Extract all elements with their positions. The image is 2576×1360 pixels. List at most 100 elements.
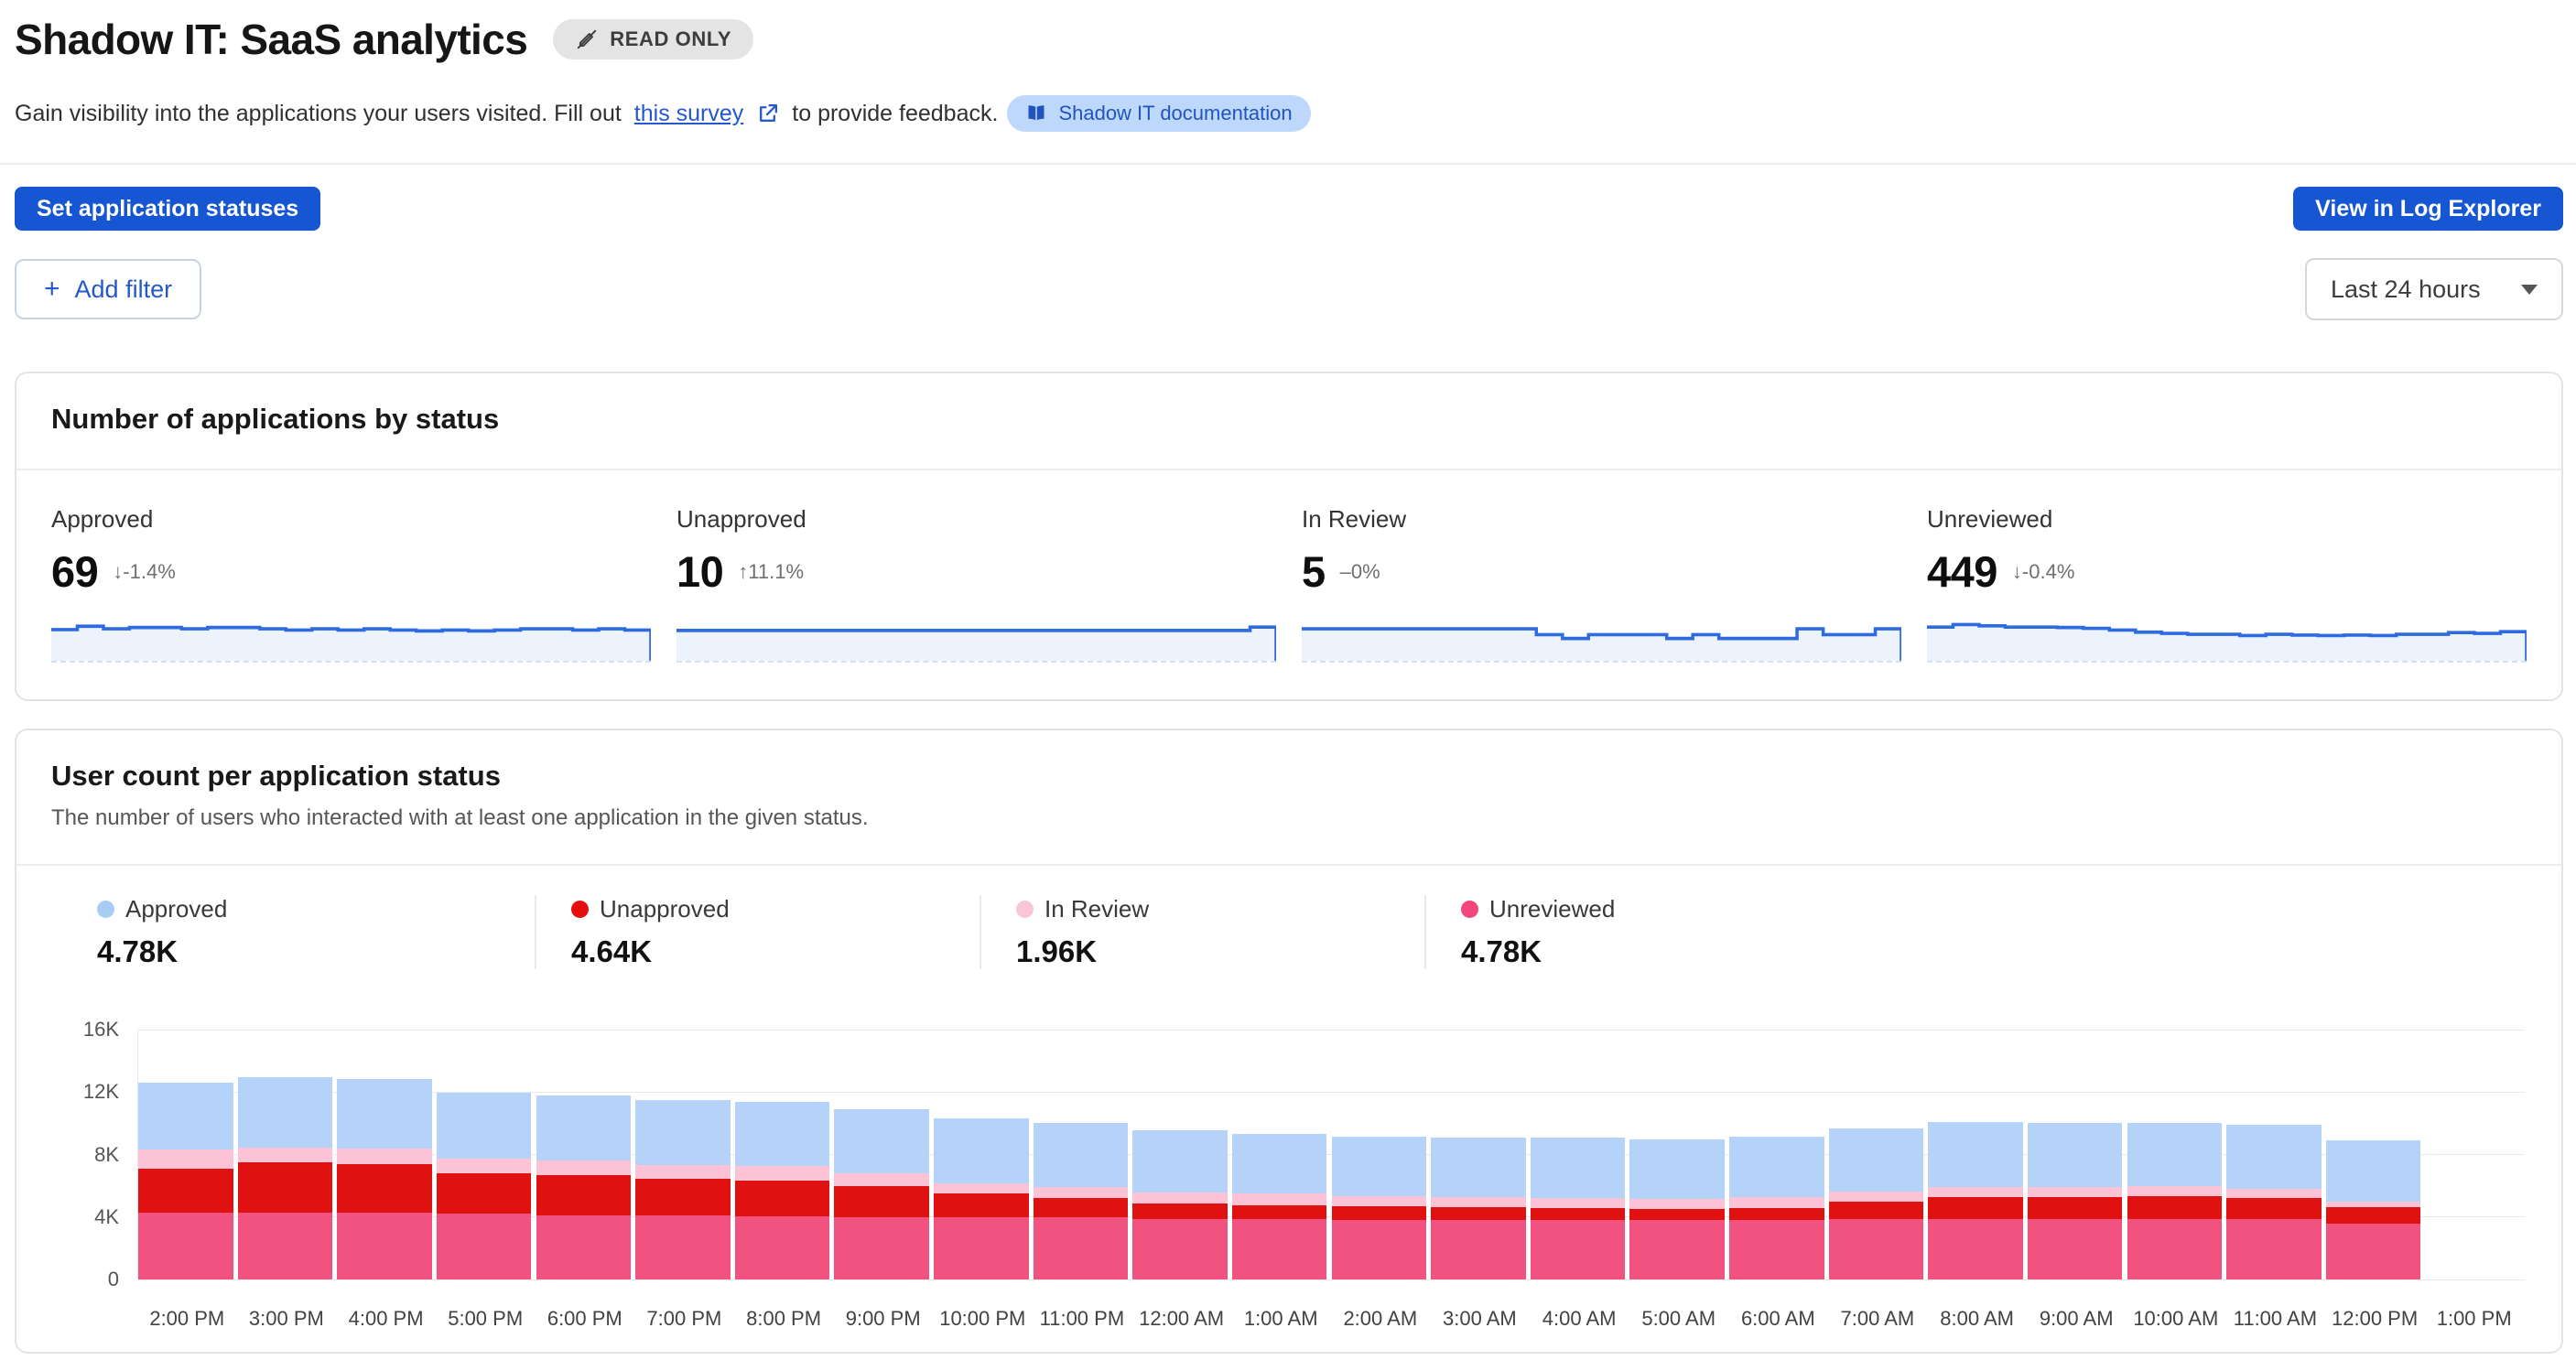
stat-delta: –0%: [1339, 559, 1380, 583]
applications-by-status-card: Number of applications by status Approve…: [15, 372, 2563, 701]
bar-segment-unapproved: [2127, 1195, 2223, 1219]
plot-area: [137, 1029, 2525, 1280]
x-tick-label: 6:00 PM: [547, 1307, 622, 1330]
toolbar: Set application statuses View in Log Exp…: [15, 187, 2563, 231]
bar-2-00-pm: [138, 1082, 233, 1279]
description-prefix: Gain visibility into the applications yo…: [15, 100, 622, 126]
applications-by-status-title: Number of applications by status: [51, 403, 500, 435]
bar-5-00-pm: [436, 1093, 532, 1279]
pencil-slash-icon: [578, 29, 597, 49]
x-tick-label: 3:00 AM: [1443, 1307, 1517, 1330]
bar-segment-unapproved: [1530, 1208, 1626, 1221]
stat-label: Unapproved: [676, 505, 806, 533]
x-tick-label: 12:00 PM: [2332, 1307, 2419, 1330]
shadow-it-documentation-badge[interactable]: Shadow IT documentation: [1007, 95, 1311, 132]
x-tick-label: 10:00 AM: [2133, 1307, 2219, 1330]
stat-label: Approved: [51, 505, 154, 533]
bar-segment-approved: [834, 1108, 929, 1173]
legend-item-in-review[interactable]: In Review 1.96K: [980, 895, 1424, 969]
bar-3-00-am: [1431, 1137, 1526, 1279]
bar-segment-approved: [2226, 1125, 2322, 1190]
bar-11-00-am: [2226, 1125, 2322, 1279]
stat-unapproved: Unapproved 10 ↑11.1%: [676, 505, 1276, 663]
bar-segment-unreviewed: [1132, 1218, 1228, 1279]
bar-segment-unapproved: [2226, 1198, 2322, 1219]
bar-segment-approved: [237, 1077, 333, 1148]
x-tick-label: 12:00 AM: [1139, 1307, 1225, 1330]
legend-item-unreviewed[interactable]: Unreviewed 4.78K: [1424, 895, 1869, 969]
page-header: Shadow IT: SaaS analytics READ ONLY: [15, 15, 2563, 64]
bar-10-00-pm: [934, 1118, 1029, 1279]
status-stats-row: Approved 69 ↓-1.4% Unapproved 10 ↑11.1% In Rev…: [16, 470, 2561, 699]
bar-6-00-am: [1729, 1136, 1824, 1279]
bar-segment-in-review: [2127, 1185, 2223, 1196]
sparkline: [1927, 619, 2527, 663]
chart-legend: Approved 4.78K Unapproved 4.64K In Review 1.9…: [16, 866, 2561, 995]
stat-value-row: 69 ↓-1.4%: [51, 546, 651, 597]
card-divider: [16, 469, 2561, 470]
add-filter-button[interactable]: + Add filter: [15, 259, 202, 319]
survey-link[interactable]: this survey: [633, 100, 744, 126]
bar-8-00-pm: [734, 1101, 830, 1279]
x-tick-label: 1:00 PM: [2436, 1307, 2512, 1330]
legend-item-approved[interactable]: Approved 4.78K: [97, 895, 535, 969]
bar-segment-approved: [1928, 1121, 2023, 1188]
stat-delta: ↑11.1%: [738, 559, 805, 583]
bar-9-00-am: [2027, 1123, 2123, 1279]
legend-dot-icon: [571, 901, 589, 918]
bar-segment-unapproved: [2325, 1206, 2421, 1224]
stat-delta: ↓-0.4%: [2011, 559, 2075, 583]
add-filter-label: Add filter: [74, 275, 173, 303]
bar-12-00-am: [1132, 1130, 1228, 1279]
bar-segment-in-review: [237, 1147, 333, 1163]
gridline: [138, 1029, 2525, 1031]
set-application-statuses-button[interactable]: Set application statuses: [15, 187, 321, 231]
legend-item-unapproved[interactable]: Unapproved 4.64K: [535, 895, 980, 969]
bar-segment-in-review: [1033, 1187, 1129, 1199]
view-in-log-explorer-button[interactable]: View in Log Explorer: [2293, 187, 2563, 231]
bar-segment-in-review: [1729, 1196, 1824, 1208]
x-tick-label: 11:00 PM: [1039, 1307, 1125, 1330]
x-axis: 2:00 PM 3:00 PM 4:00 PM 5:00 PM 6:00 PM 7:00 …: [137, 1279, 2525, 1344]
legend-label: Approved: [125, 895, 228, 923]
x-tick-label: 11:00 AM: [2233, 1307, 2318, 1330]
bar-segment-unapproved: [2027, 1196, 2123, 1219]
bar-segment-unreviewed: [1331, 1220, 1427, 1279]
bar-segment-unapproved: [734, 1180, 830, 1216]
header-divider: [0, 163, 2576, 165]
bar-segment-approved: [536, 1095, 632, 1161]
description-suffix: to provide feedback.: [792, 100, 999, 126]
bar-segment-in-review: [1431, 1196, 1526, 1207]
bar-11-00-pm: [1033, 1123, 1129, 1279]
bar-segment-in-review: [734, 1166, 830, 1181]
stat-delta: ↓-1.4%: [113, 559, 176, 583]
bar-6-00-pm: [536, 1095, 632, 1279]
user-count-card: User count per application status The nu…: [15, 729, 2563, 1354]
y-tick-label: 4K: [94, 1204, 119, 1228]
bar-8-00-am: [1928, 1121, 2023, 1279]
legend-value: 1.96K: [1016, 934, 1098, 968]
legend-dot-icon: [1016, 901, 1034, 918]
time-range-dropdown[interactable]: Last 24 hours: [2305, 258, 2563, 320]
user-count-subtitle: The number of users who interacted with …: [51, 805, 869, 830]
bar-segment-unreviewed: [2325, 1223, 2421, 1279]
bar-12-00-pm: [2325, 1140, 2421, 1279]
y-tick-label: 0: [107, 1268, 119, 1290]
legend-label: In Review: [1044, 895, 1150, 923]
bar-segment-unapproved: [237, 1162, 333, 1213]
bar-segment-approved: [1629, 1139, 1725, 1200]
bar-segment-unreviewed: [834, 1216, 929, 1279]
bar-segment-unapproved: [1828, 1201, 1924, 1220]
bar-segment-in-review: [2027, 1186, 2123, 1197]
bar-segment-unreviewed: [1928, 1218, 2023, 1279]
bar-segment-unreviewed: [2226, 1218, 2322, 1279]
bar-segment-unreviewed: [1431, 1220, 1526, 1279]
bar-segment-unreviewed: [934, 1216, 1029, 1279]
legend-dot-icon: [1461, 901, 1478, 918]
y-tick-label: 12K: [82, 1080, 119, 1104]
bar-segment-in-review: [1231, 1193, 1327, 1205]
bar-segment-unapproved: [834, 1186, 929, 1217]
legend-top: Unapproved: [571, 895, 980, 923]
bar-segment-in-review: [934, 1183, 1029, 1194]
bar-segment-approved: [1729, 1136, 1824, 1197]
